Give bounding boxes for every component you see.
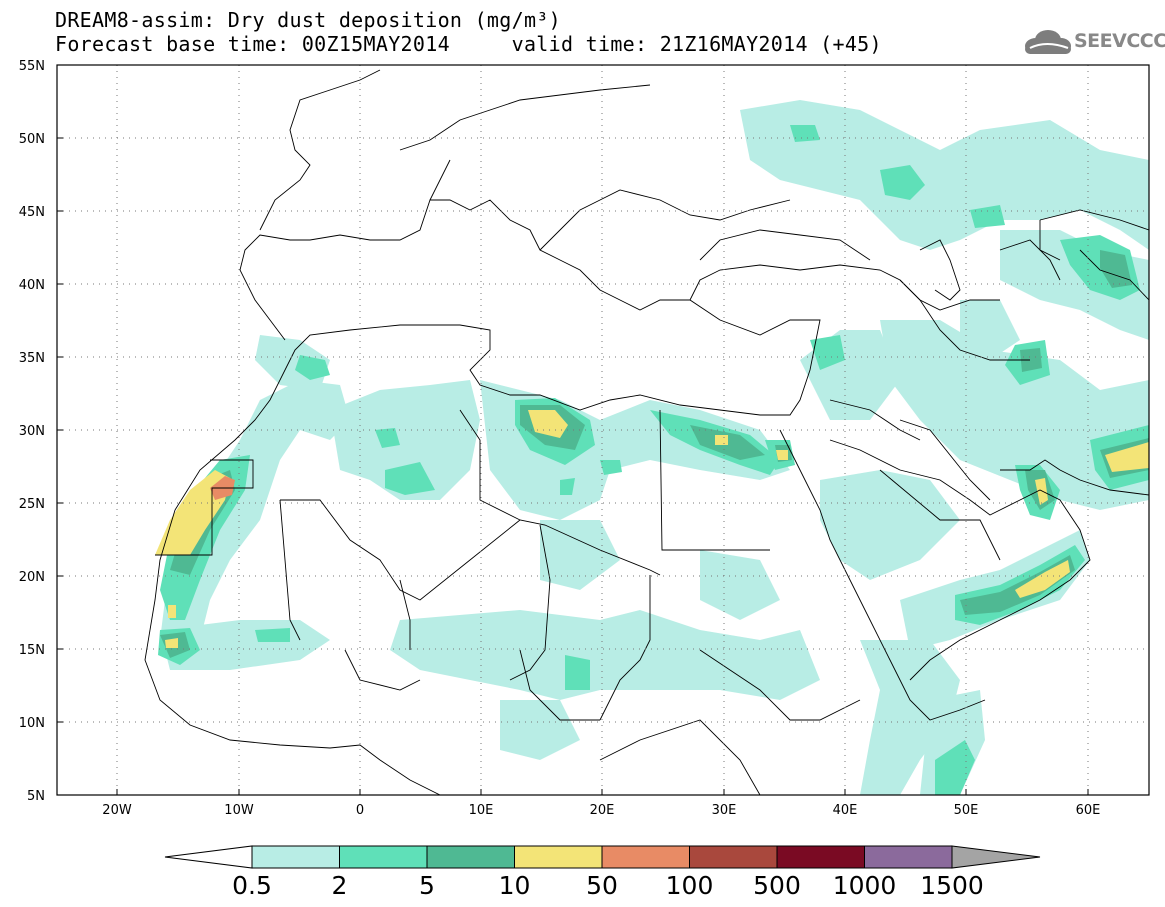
lon-label: 60E xyxy=(1076,803,1101,818)
colorbar-swatch xyxy=(689,845,778,869)
lon-label: 10E xyxy=(469,803,494,818)
lat-label: 5N xyxy=(27,789,45,804)
colorbar xyxy=(164,845,1041,869)
colorbar-label: 10 xyxy=(498,871,531,900)
cloud-icon xyxy=(1025,30,1071,54)
colorbar-label: 500 xyxy=(753,871,801,900)
lon-label: 40E xyxy=(833,803,858,818)
colorbar-swatch xyxy=(601,845,690,869)
colorbar-swatch xyxy=(426,845,515,869)
colorbar-label: 2 xyxy=(331,871,348,900)
lon-label: 20W xyxy=(102,803,132,818)
logo-text: SEEVCCC xyxy=(1074,30,1165,52)
lat-label: 35N xyxy=(19,351,45,366)
axis-ticks xyxy=(57,64,1089,796)
colorbar-label: 50 xyxy=(586,871,618,900)
lon-label: 10W xyxy=(224,803,254,818)
lat-label: 25N xyxy=(19,497,45,512)
colorbar-label: 100 xyxy=(665,871,714,900)
colorbar-label: 1000 xyxy=(832,871,897,900)
colorbar-swatch xyxy=(864,845,953,869)
colorbar-swatch xyxy=(776,845,865,869)
lat-label: 10N xyxy=(19,716,45,731)
lon-label: 50E xyxy=(954,803,979,818)
lat-label: 30N xyxy=(19,424,45,439)
colorbar-swatch xyxy=(514,845,603,869)
colorbar-swatch xyxy=(251,845,340,869)
deposition-level-4 xyxy=(155,410,1149,648)
colorbar-swatch xyxy=(339,845,428,869)
coastlines-and-borders xyxy=(57,65,1149,795)
lat-label: 40N xyxy=(19,278,45,293)
lon-label: 30E xyxy=(712,803,737,818)
lon-label: 0 xyxy=(356,803,364,818)
lat-label: 50N xyxy=(19,132,45,147)
lat-label: 55N xyxy=(19,59,45,74)
colorbar-over-arrow xyxy=(951,845,1041,869)
lat-label: 45N xyxy=(19,205,45,220)
forecast-time-line: Forecast base time: 00Z15MAY2014 valid t… xyxy=(55,32,882,56)
colorbar-label: 1500 xyxy=(920,871,984,900)
colorbar-under-arrow xyxy=(164,845,253,869)
lat-label: 20N xyxy=(19,570,45,585)
lat-lon-grid xyxy=(57,65,1149,795)
colorbar-label: 0.5 xyxy=(232,871,272,900)
colorbar-label: 5 xyxy=(419,871,435,900)
lon-label: 20E xyxy=(590,803,615,818)
lat-label: 15N xyxy=(19,643,45,658)
map-title: DREAM8-assim: Dry dust deposition (mg/m³… xyxy=(55,8,561,32)
